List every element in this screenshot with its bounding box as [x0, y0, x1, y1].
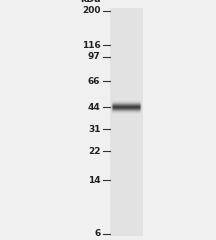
Text: 116: 116 — [82, 41, 100, 50]
Text: kDa: kDa — [80, 0, 100, 5]
Text: 14: 14 — [88, 176, 100, 185]
Text: 31: 31 — [88, 125, 100, 134]
Text: 200: 200 — [82, 6, 100, 15]
Bar — [110, 8, 143, 236]
Text: 22: 22 — [88, 147, 100, 156]
Text: 6: 6 — [94, 229, 100, 239]
Text: 97: 97 — [88, 52, 100, 61]
Text: 66: 66 — [88, 77, 100, 86]
Text: 44: 44 — [88, 103, 100, 112]
